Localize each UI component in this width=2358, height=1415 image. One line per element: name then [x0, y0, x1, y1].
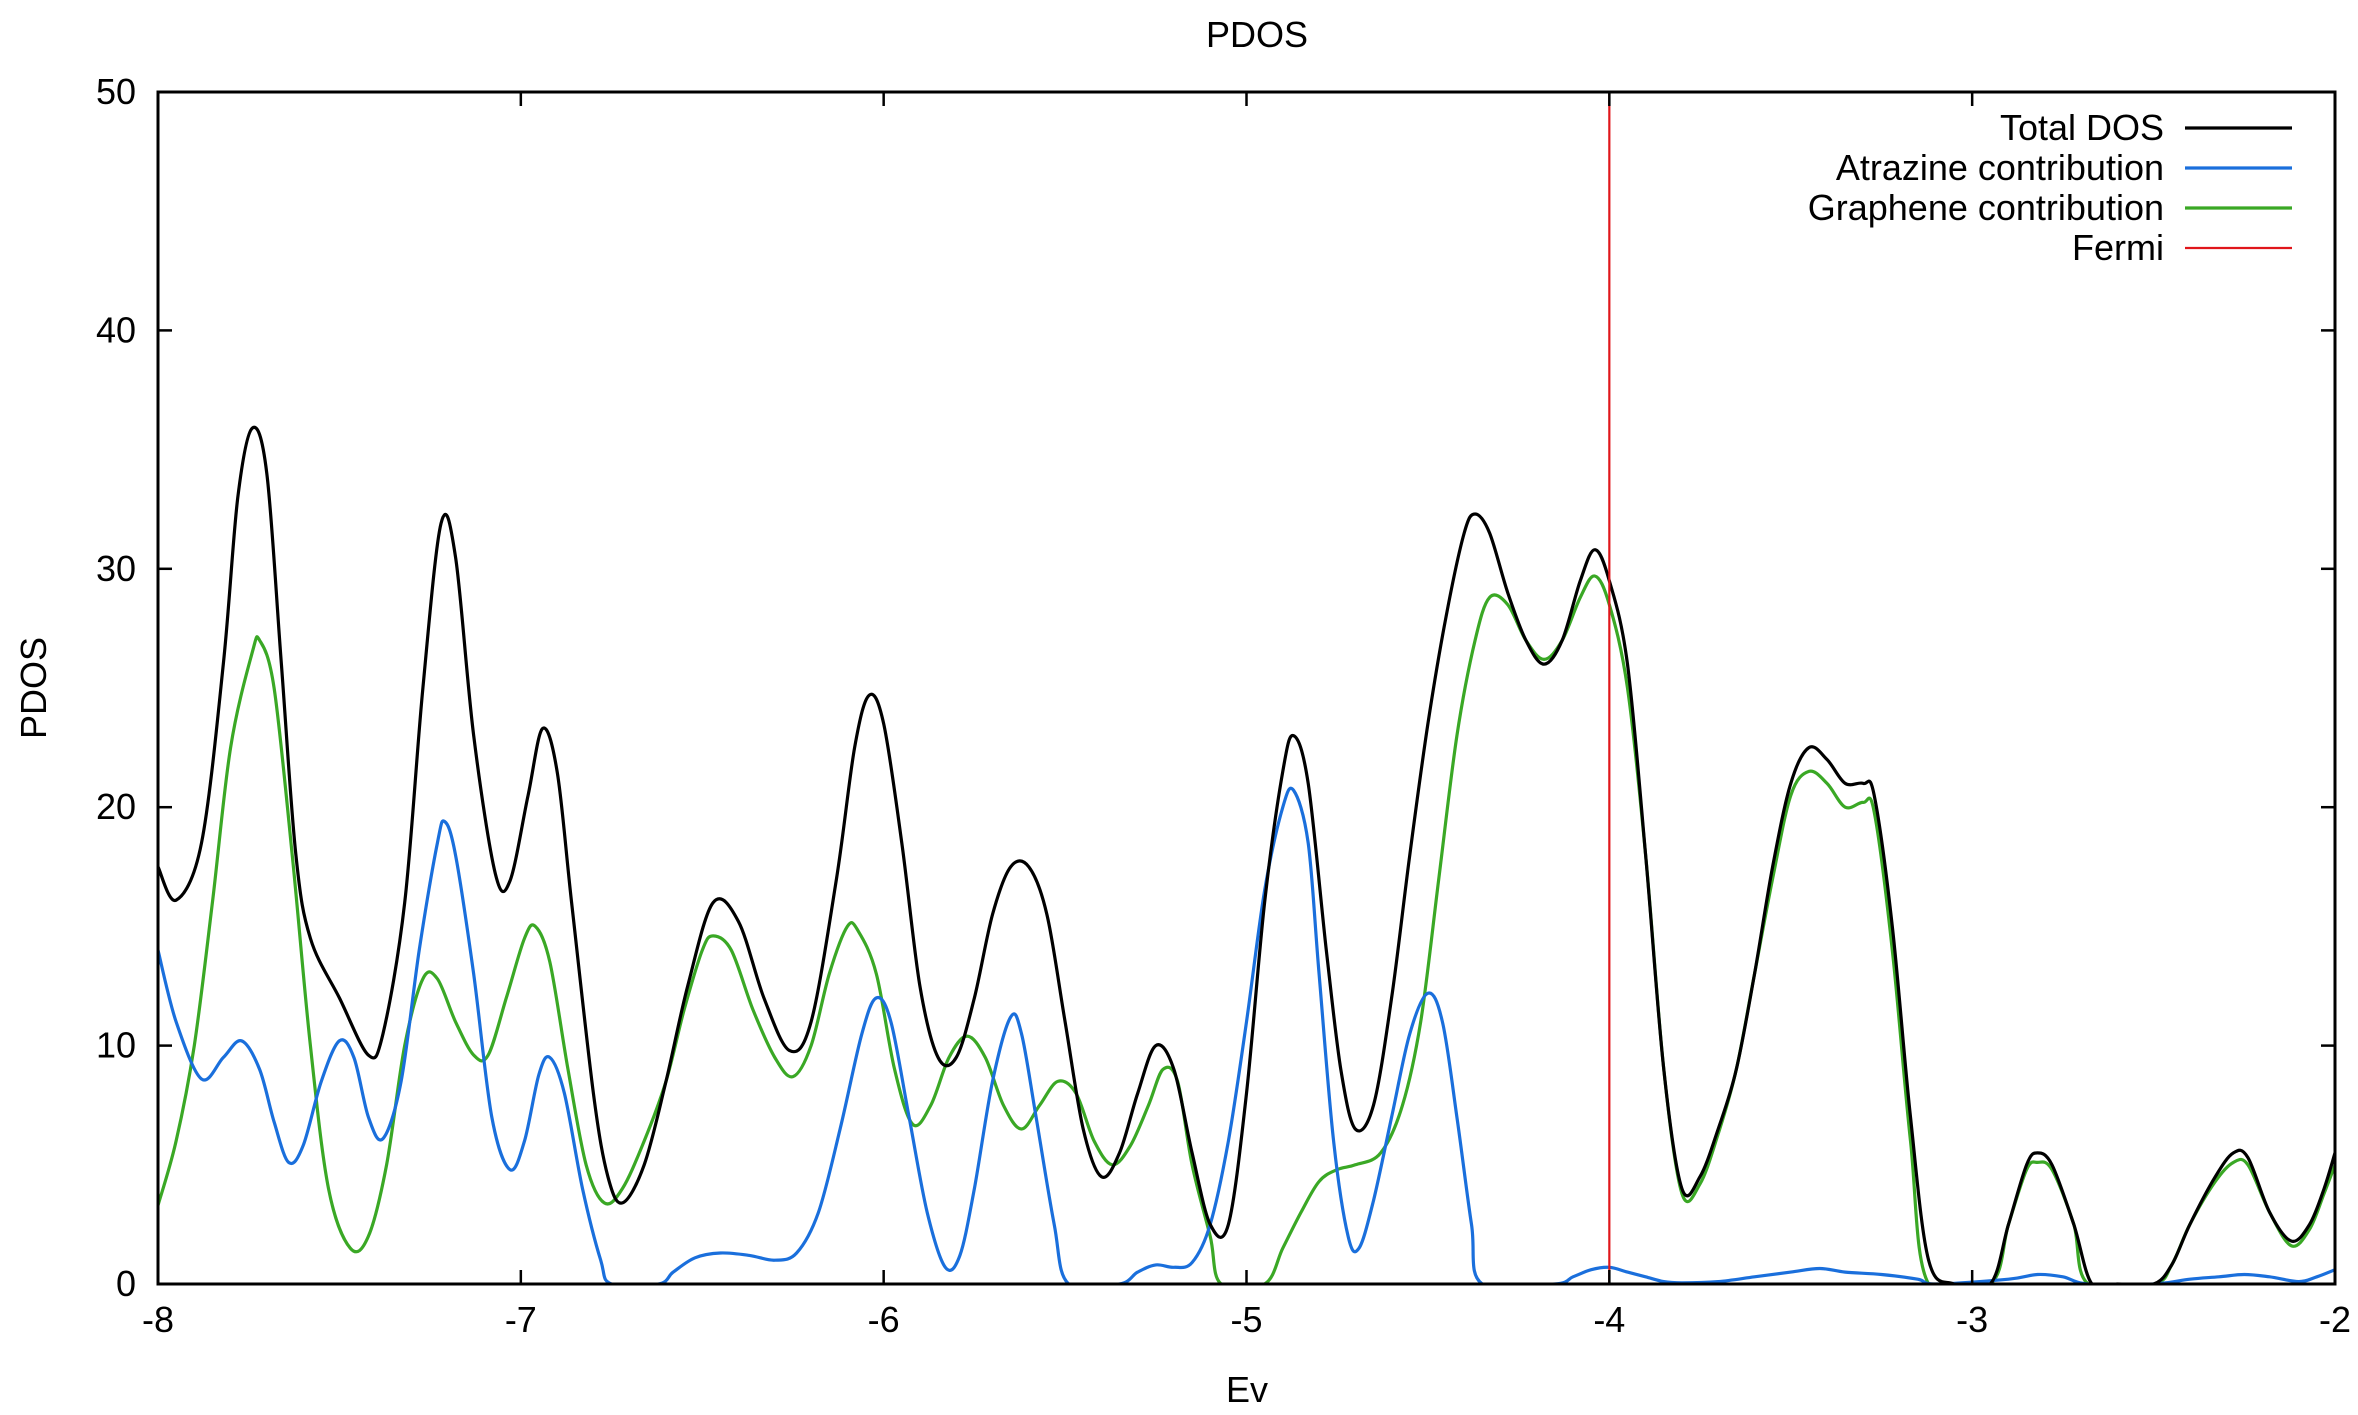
x-tick-label: -5	[1230, 1299, 1262, 1340]
series-line-total-dos	[158, 425, 2335, 1284]
y-tick-label: 30	[96, 548, 136, 589]
series-line-atrazine-contribution	[158, 786, 2335, 1284]
x-axis-label: Ev	[1226, 1369, 1268, 1410]
x-tick-label: -8	[142, 1299, 174, 1340]
x-tick-label: -6	[868, 1299, 900, 1340]
y-axis-label: PDOS	[13, 637, 54, 739]
chart-title: PDOS	[1206, 14, 1308, 55]
x-tick-label: -3	[1956, 1299, 1988, 1340]
legend-label: Atrazine contribution	[1836, 147, 2164, 188]
y-axis: 0 10 20 30 40 50	[96, 71, 2335, 1304]
series-layer	[158, 92, 2335, 1284]
x-tick-label: -7	[505, 1299, 537, 1340]
y-tick-label: 40	[96, 309, 136, 350]
x-tick-label: -4	[1593, 1299, 1625, 1340]
legend-label: Total DOS	[2000, 107, 2164, 148]
series-line-graphene-contribution	[158, 574, 2335, 1284]
y-tick-label: 0	[116, 1263, 136, 1304]
x-tick-label: -2	[2319, 1299, 2351, 1340]
y-tick-label: 50	[96, 71, 136, 112]
y-tick-label: 20	[96, 786, 136, 827]
x-axis: -8 -7 -6 -5 -4 -3 -2	[142, 92, 2351, 1340]
legend-label: Fermi	[2072, 227, 2164, 268]
y-tick-label: 10	[96, 1025, 136, 1066]
legend-label: Graphene contribution	[1808, 187, 2164, 228]
